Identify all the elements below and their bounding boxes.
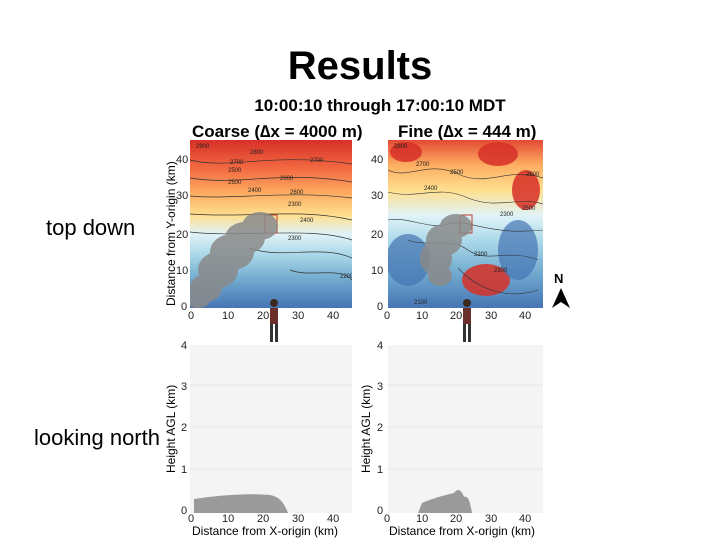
tick: 10 xyxy=(222,310,235,322)
slide-subtitle: 10:00:10 through 17:00:10 MDT xyxy=(254,96,506,115)
coarse-contour-label: 2400 xyxy=(248,188,262,194)
coarse-contour-label: 2500 xyxy=(228,168,242,174)
person-icon xyxy=(270,299,278,342)
fine-contour-label: 2200 xyxy=(474,252,488,258)
tick: 40 xyxy=(371,154,384,166)
coarse-contour-label: 2700 xyxy=(230,160,244,166)
coarse-label: Coarse (∆x = 4000 m) xyxy=(192,122,363,141)
tick: 30 xyxy=(371,190,384,202)
coarse-side-plume xyxy=(194,494,288,513)
coarse-contour-label: 2900 xyxy=(196,144,210,150)
tick: 0 xyxy=(377,505,384,517)
fine-contour-label: 2300 xyxy=(494,268,508,274)
fine-contour-label: 2800 xyxy=(394,144,408,150)
row-label-looking-north: looking north xyxy=(34,425,160,450)
fine-contour-label: 2700 xyxy=(416,162,430,168)
coarse-contour-label: 2300 xyxy=(288,236,302,242)
bottom-left-xlabel: Distance from X-origin (km) xyxy=(192,524,339,538)
tick: 3 xyxy=(377,381,384,393)
coarse-contour-labels: 2800 2700 2600 2500 2400 2300 2200 2900 … xyxy=(196,144,352,280)
tick: 20 xyxy=(450,310,463,322)
coarse-contour-label: 2200 xyxy=(340,274,352,280)
north-label: N xyxy=(554,271,564,286)
tick: 2 xyxy=(377,422,384,434)
tick: 40 xyxy=(327,310,340,322)
tick: 30 xyxy=(176,190,189,202)
tick: 20 xyxy=(371,229,384,241)
fine-label: Fine (∆x = 444 m) xyxy=(398,122,537,141)
bottom-left-ylabel: Height AGL (km) xyxy=(164,384,178,473)
fine-contour-label: 2400 xyxy=(424,186,438,192)
tick: 3 xyxy=(181,381,188,393)
tick: 0 xyxy=(384,513,391,525)
fine-contour-labels: 2800 2700 2500 2600 2400 2300 2500 2200 … xyxy=(394,144,540,306)
coarse-side-grid xyxy=(190,384,352,470)
tick: 0 xyxy=(188,310,195,322)
coarse-contour-label: 2600 xyxy=(290,190,304,196)
tick: 10 xyxy=(371,265,384,277)
tick: 30 xyxy=(292,513,305,525)
tick: 20 xyxy=(450,513,463,525)
fine-side-background xyxy=(388,345,543,513)
tick: 30 xyxy=(485,310,498,322)
tick: 10 xyxy=(416,513,429,525)
fine-contour-label: 2500 xyxy=(450,170,464,176)
bottom-right-ylabel: Height AGL (km) xyxy=(359,384,373,473)
fine-contour-label: 2100 xyxy=(414,300,428,306)
fine-side-grid xyxy=(388,384,543,470)
slide-title: Results xyxy=(287,44,433,88)
coarse-plume xyxy=(190,212,278,308)
coarse-contour-lines xyxy=(190,159,352,281)
coarse-side-view xyxy=(190,345,352,513)
fine-hot-spots xyxy=(390,142,540,296)
tick: 4 xyxy=(377,340,384,352)
coarse-contour-label: 2800 xyxy=(250,150,264,156)
tick: 10 xyxy=(416,310,429,322)
tick: 2 xyxy=(181,422,188,434)
fine-cold-spots xyxy=(388,220,538,286)
fine-map: 2800 2700 2500 2600 2400 2300 2500 2200 … xyxy=(388,140,543,308)
tick: 20 xyxy=(257,310,270,322)
tick: 4 xyxy=(181,340,188,352)
north-arrow-icon xyxy=(552,288,570,308)
tick: 0 xyxy=(181,505,188,517)
coarse-contour-label: 2700 xyxy=(310,158,324,164)
coarse-contour-label: 2600 xyxy=(280,176,294,182)
coarse-map: 2800 2700 2600 2500 2400 2300 2200 2900 … xyxy=(190,140,352,308)
tick: 40 xyxy=(327,513,340,525)
coarse-contour-label: 2400 xyxy=(300,218,314,224)
coarse-contour-label: 2300 xyxy=(288,202,302,208)
tick: 0 xyxy=(377,301,384,313)
tick: 40 xyxy=(519,513,532,525)
tick: 40 xyxy=(176,154,189,166)
tick: 0 xyxy=(384,310,391,322)
tick: 30 xyxy=(292,310,305,322)
tick: 30 xyxy=(485,513,498,525)
fine-contour-label: 2500 xyxy=(522,206,536,212)
tick: 20 xyxy=(257,513,270,525)
fine-contour-label: 2300 xyxy=(500,212,514,218)
fine-contour-label: 2600 xyxy=(526,172,540,178)
tick: 40 xyxy=(519,310,532,322)
tick: 10 xyxy=(176,265,189,277)
fine-side-view xyxy=(388,345,543,513)
tick: 0 xyxy=(181,301,188,313)
tick: 20 xyxy=(176,229,189,241)
tick: 10 xyxy=(222,513,235,525)
coarse-side-background xyxy=(190,345,352,513)
coarse-contour-label: 2500 xyxy=(228,180,242,186)
fine-side-plume xyxy=(418,490,472,513)
tick: 1 xyxy=(377,464,384,476)
bottom-right-xlabel: Distance from X-origin (km) xyxy=(389,524,536,538)
fine-plume xyxy=(420,214,472,286)
tick: 0 xyxy=(188,513,195,525)
person-icon xyxy=(463,299,471,342)
tick: 1 xyxy=(181,464,188,476)
row-label-top-down: top down xyxy=(46,215,136,240)
